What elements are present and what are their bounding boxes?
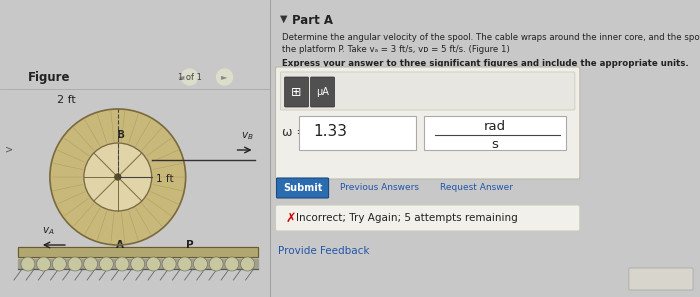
Text: $v_B$: $v_B$ [241,130,254,142]
Circle shape [84,257,98,271]
Text: ►: ► [221,72,228,81]
Text: O: O [104,171,112,181]
Text: >: > [5,144,13,154]
Text: B: B [117,130,125,140]
Text: μA: μA [316,87,329,97]
Circle shape [21,257,35,271]
Bar [18,247,258,257]
Text: P: P [186,240,193,250]
Circle shape [178,257,192,271]
Text: ◄: ◄ [178,72,184,81]
Circle shape [241,257,255,271]
Text: 2 ft: 2 ft [57,95,76,105]
Text: ✗: ✗ [286,211,296,225]
Circle shape [115,257,129,271]
Circle shape [216,69,232,85]
Text: ☒: ☒ [400,87,410,97]
Text: Submit: Submit [283,183,322,193]
FancyBboxPatch shape [284,77,309,107]
Circle shape [52,257,66,271]
Text: ↺: ↺ [378,85,389,99]
Text: rad: rad [484,121,506,133]
Circle shape [146,257,160,271]
Circle shape [182,69,197,85]
Text: ⊞: ⊞ [291,86,302,99]
Text: s: s [491,138,498,151]
Text: Figure: Figure [28,70,71,83]
Text: Provide Feedback: Provide Feedback [277,246,369,256]
Text: Request Answer: Request Answer [440,184,512,192]
Circle shape [68,257,82,271]
Text: Determine the angular velocity of the spool. The cable wraps around the inner co: Determine the angular velocity of the sp… [281,33,700,42]
Text: ▼: ▼ [279,14,287,24]
FancyBboxPatch shape [276,205,580,231]
Text: $v_A$: $v_A$ [41,225,54,237]
FancyBboxPatch shape [424,116,566,150]
Circle shape [131,257,145,271]
Circle shape [115,174,121,180]
Circle shape [84,143,152,211]
Text: 1.33: 1.33 [314,124,348,140]
Text: Express your answer to three significant figures and include the appropriate uni: Express your answer to three significant… [281,59,688,68]
FancyBboxPatch shape [298,116,416,150]
Circle shape [193,257,207,271]
Circle shape [50,109,186,245]
Bar [18,247,258,257]
Circle shape [209,257,223,271]
FancyBboxPatch shape [276,67,580,179]
Text: the platform P. Take vₐ = 3 ft/s, vᴅ = 5 ft/s. (Figure 1): the platform P. Take vₐ = 3 ft/s, vᴅ = 5… [281,45,510,54]
Bar [18,259,258,269]
Circle shape [36,257,50,271]
Text: Previous Answers: Previous Answers [340,184,419,192]
Text: Incorrect; Try Again; 5 attempts remaining: Incorrect; Try Again; 5 attempts remaini… [295,213,517,223]
Text: ?: ? [419,86,425,99]
Circle shape [162,257,176,271]
Text: ↪: ↪ [360,85,372,99]
Text: ↩: ↩ [342,85,354,99]
Circle shape [99,257,113,271]
Circle shape [225,257,239,271]
Text: Part A: Part A [291,14,332,27]
Text: Next ›: Next › [645,274,677,284]
Text: ω =: ω = [281,126,307,138]
FancyBboxPatch shape [281,72,575,110]
FancyBboxPatch shape [311,77,335,107]
FancyBboxPatch shape [276,178,328,198]
Text: A: A [116,240,124,250]
FancyBboxPatch shape [629,268,693,290]
Text: 1 of 1: 1 of 1 [178,72,202,81]
Text: 1 ft: 1 ft [155,174,174,184]
